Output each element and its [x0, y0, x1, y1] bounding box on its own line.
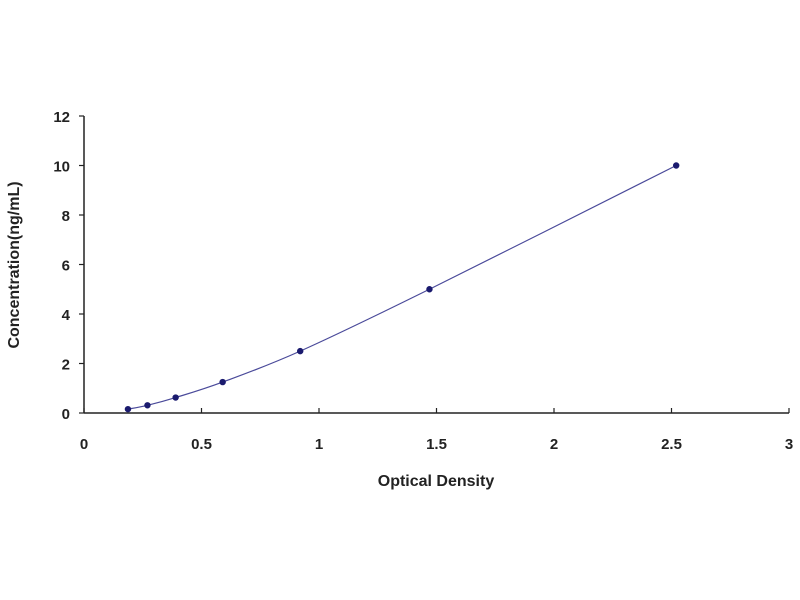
data-point — [144, 402, 151, 409]
y-tick-label: 2 — [62, 357, 70, 374]
data-point — [297, 347, 304, 355]
y-ticks: 0 2 4 6 8 10 12 — [53, 109, 84, 423]
y-tick-label: 8 — [62, 208, 70, 225]
x-tick-label: 2.5 — [661, 436, 682, 453]
data-point — [124, 405, 132, 413]
x-ticks: 0 0.5 1 1.5 2 2.5 3 — [80, 408, 793, 453]
data-point — [673, 162, 680, 169]
y-tick-label: 4 — [62, 307, 71, 324]
x-tick-label: 1.5 — [426, 436, 447, 453]
axes — [83, 116, 789, 414]
x-tick-label: 0 — [80, 436, 88, 453]
data-point — [172, 394, 179, 401]
fit-curve — [127, 164, 677, 410]
data-point — [426, 286, 433, 293]
data-points — [124, 162, 680, 413]
y-tick-label: 0 — [62, 406, 70, 423]
x-tick-label: 1 — [315, 436, 323, 453]
x-tick-label: 3 — [785, 436, 793, 453]
y-axis-title: Concentration(ng/mL) — [6, 181, 23, 348]
x-axis-title: Optical Density — [378, 473, 495, 490]
y-tick-label: 6 — [62, 258, 70, 275]
x-tick-label: 0.5 — [191, 436, 212, 453]
data-point — [219, 378, 226, 386]
x-tick-label: 2 — [550, 436, 558, 453]
y-tick-label: 10 — [53, 159, 70, 176]
y-tick-label: 12 — [53, 109, 70, 126]
